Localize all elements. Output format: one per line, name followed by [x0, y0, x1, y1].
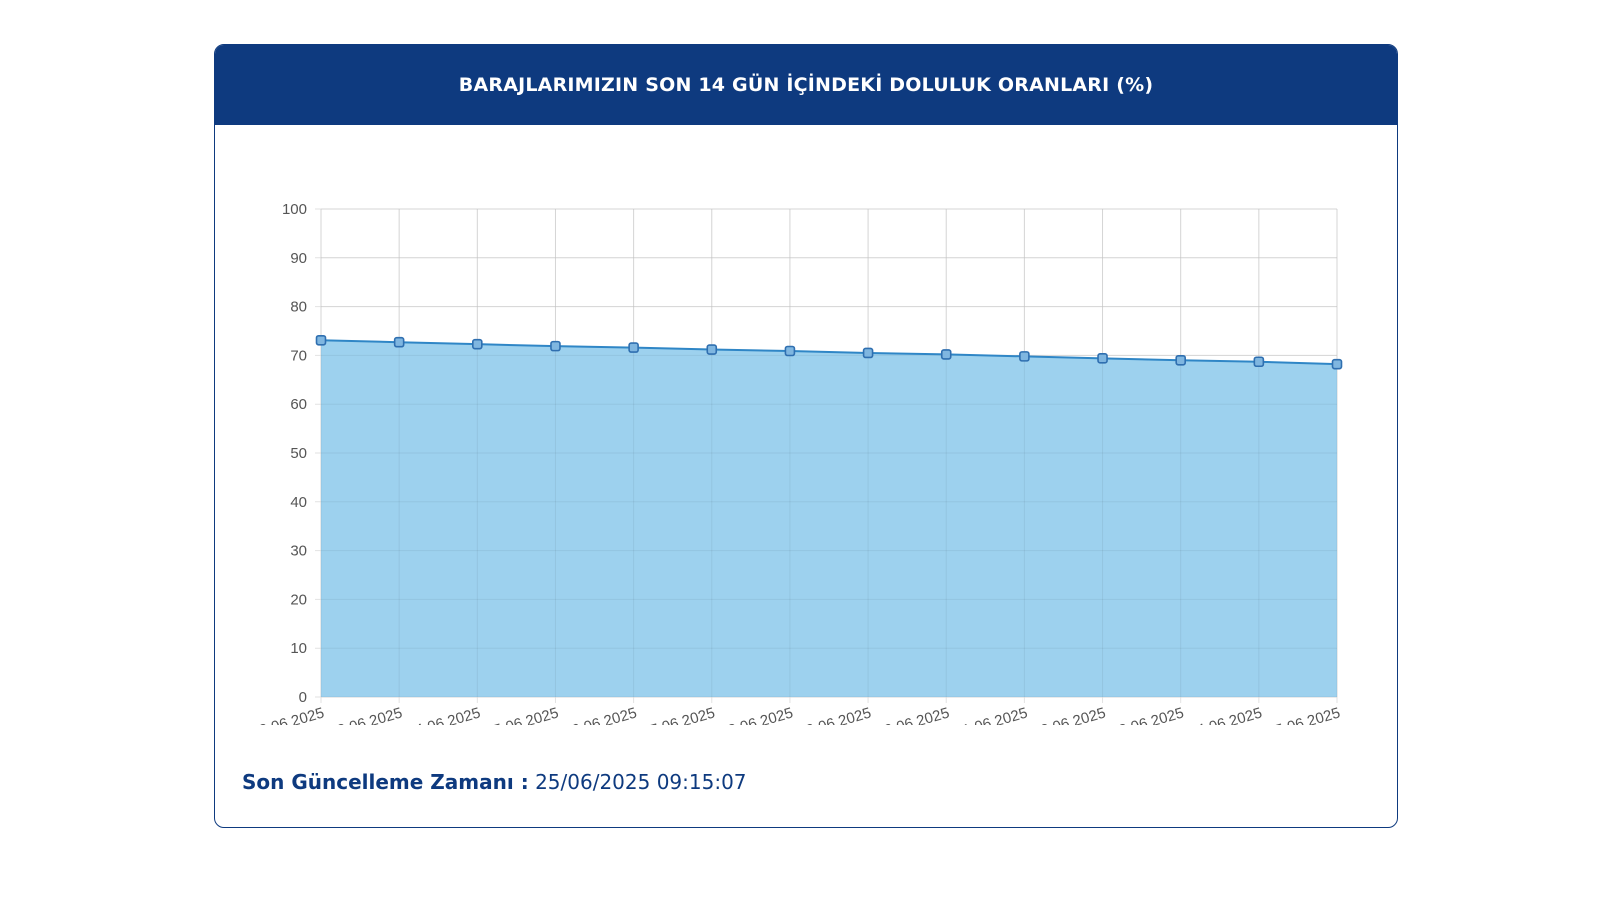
- data-point[interactable]: [1097, 353, 1108, 364]
- chart-title: BARAJLARIMIZIN SON 14 GÜN İÇİNDEKİ DOLUL…: [458, 74, 1154, 96]
- y-tick-label: 90: [290, 250, 307, 267]
- x-tick-label: 19.06.2025: [796, 705, 873, 725]
- x-tick-label: 12.06.2025: [249, 705, 326, 725]
- x-tick-label: 15.06.2025: [484, 705, 561, 725]
- x-tick-label: 23.06.2025: [1109, 705, 1186, 725]
- data-point[interactable]: [784, 345, 796, 357]
- data-point[interactable]: [706, 344, 718, 355]
- series-line: [320, 339, 1338, 366]
- y-tick-label: 80: [290, 299, 307, 316]
- data-point[interactable]: [472, 338, 483, 350]
- y-tick-label: 50: [290, 445, 307, 462]
- data-point[interactable]: [1253, 356, 1265, 368]
- x-tick-label: 22.06.2025: [1031, 705, 1108, 725]
- data-point[interactable]: [1331, 358, 1343, 370]
- data-point[interactable]: [1175, 354, 1186, 366]
- y-tick-label: 10: [290, 640, 307, 657]
- data-point[interactable]: [1019, 351, 1030, 362]
- y-tick-label: 60: [290, 396, 307, 413]
- data-points: [315, 334, 1343, 370]
- x-tick-label: 21.06.2025: [953, 705, 1030, 725]
- card-header: BARAJLARIMIZIN SON 14 GÜN İÇİNDEKİ DOLUL…: [215, 45, 1397, 125]
- y-axis-ticks: 0 10 20 30 40 50 60 70 80 90 100: [282, 201, 307, 706]
- x-tick-label: 13.06.2025: [327, 705, 404, 725]
- x-tick-label: 18.06.2025: [718, 705, 795, 725]
- last-update-value: 25/06/2025 09:15:07: [535, 770, 747, 794]
- data-point[interactable]: [940, 349, 952, 360]
- y-tick-label: 100: [282, 201, 307, 218]
- area-layer: [320, 208, 1338, 698]
- x-tick-label: 25.06.2025: [1265, 705, 1342, 725]
- data-point[interactable]: [393, 336, 405, 348]
- fill-rate-chart: 0 10 20 30 40 50 60 70 80 90 100 12.06.2025 13.06.2…: [249, 201, 1343, 725]
- data-point[interactable]: [315, 334, 327, 346]
- x-tick-label: 14.06.2025: [406, 705, 483, 725]
- x-tick-label: 20.06.2025: [874, 705, 951, 725]
- data-point[interactable]: [862, 347, 874, 359]
- y-tick-label: 20: [290, 591, 307, 608]
- last-update-label: Son Güncelleme Zamanı :: [242, 770, 529, 794]
- last-update: Son Güncelleme Zamanı : 25/06/2025 09:15…: [242, 770, 747, 794]
- data-point[interactable]: [550, 340, 561, 352]
- y-tick-label: 70: [290, 347, 307, 364]
- y-tick-label: 40: [290, 494, 307, 511]
- x-tick-label: 24.06.2025: [1187, 705, 1264, 725]
- x-axis-ticks: 12.06.2025 13.06.2025 14.06.2025 15.06.2025…: [249, 705, 1342, 725]
- x-tick-label: 17.06.2025: [640, 705, 717, 725]
- y-tick-label: 30: [290, 543, 307, 560]
- x-tick-label: 16.06.2025: [562, 705, 639, 725]
- chart-area: 0 10 20 30 40 50 60 70 80 90 100 12.06.2025 13.06.2…: [215, 125, 1397, 725]
- area-fill: [321, 340, 1337, 697]
- data-point[interactable]: [628, 342, 639, 353]
- y-tick-label: 0: [299, 689, 307, 706]
- chart-card: BARAJLARIMIZIN SON 14 GÜN İÇİNDEKİ DOLUL…: [214, 44, 1398, 828]
